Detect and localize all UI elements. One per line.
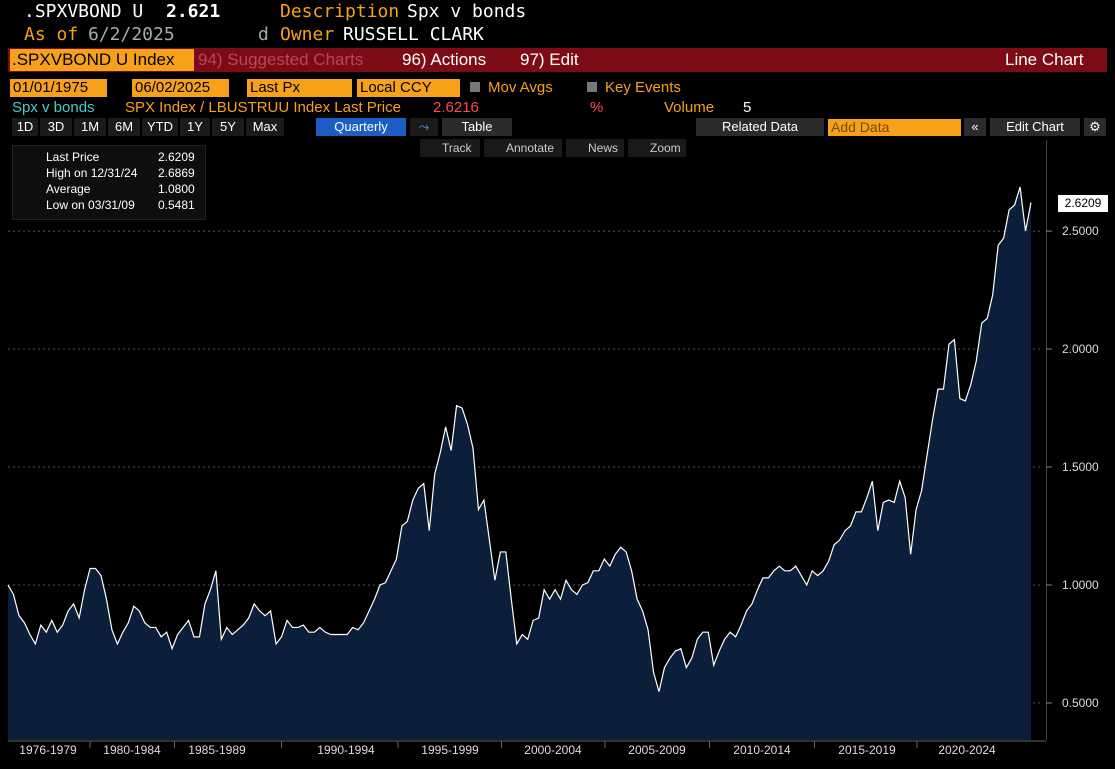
stat-value: 2.6869 (158, 166, 195, 180)
x-tick-label: 2010-2014 (733, 743, 791, 757)
period-button[interactable]: 5Y (212, 118, 244, 136)
period-button[interactable]: YTD (142, 118, 178, 136)
stat-label: Average (46, 182, 91, 196)
x-tick-label: 2015-2019 (838, 743, 896, 757)
desc-label: Description (280, 1, 400, 22)
tool-button[interactable]: Annotate (484, 139, 562, 157)
stat-value: 2.6209 (158, 150, 195, 164)
area (8, 186, 1031, 741)
line (7, 186, 1032, 692)
edit[interactable]: 97) Edit (520, 50, 579, 69)
stats-box (12, 145, 206, 220)
x-tick-label: 1985-1989 (188, 743, 246, 757)
x-tick-label: 2005-2009 (628, 743, 686, 757)
y-tick-label: 1.0000 (1062, 578, 1099, 592)
mov-avgs[interactable]: Mov Avgs (488, 79, 553, 96)
legend-last: 2.6216 (433, 99, 479, 116)
x-tick-label: 2000-2004 (524, 743, 582, 757)
y-tick-label: 2.5000 (1062, 224, 1099, 238)
actions[interactable]: 96) Actions (402, 50, 487, 69)
settings[interactable]: ⚙ (1084, 118, 1106, 136)
period-button[interactable]: 1D (12, 118, 38, 136)
checkbox[interactable] (587, 82, 597, 92)
stat-label: Low on 03/31/09 (46, 198, 135, 212)
chart-icon[interactable]: ⤳ (410, 118, 438, 136)
related-data[interactable]: Related Data (696, 118, 824, 136)
desc: Spx v bonds (407, 1, 527, 22)
field[interactable]: Last Px (247, 79, 352, 97)
chart-type: Line Chart (1005, 50, 1084, 69)
legend-desc: SPX Index / LBUSTRUU Index Last Price (125, 99, 401, 116)
x-tick-label: 1990-1994 (317, 743, 375, 757)
plot-frame (1046, 140, 1047, 740)
stat-label: High on 12/31/24 (46, 166, 138, 180)
flag: d (258, 24, 269, 45)
period-button[interactable]: 3D (40, 118, 72, 136)
currency[interactable]: Local CCY (357, 79, 460, 97)
period-button[interactable]: 1M (74, 118, 106, 136)
period-button[interactable]: Max (246, 118, 284, 136)
legend-pct: % (590, 99, 604, 116)
security[interactable]: .SPXVBOND U Index (10, 49, 194, 71)
period-button[interactable]: 6M (108, 118, 140, 136)
y-tick-label: 2.0000 (1062, 342, 1099, 356)
price: 2.621 (166, 1, 221, 22)
checkbox[interactable] (470, 82, 480, 92)
add-data[interactable]: Add Data (828, 119, 961, 136)
stat-value: 0.5481 (158, 198, 195, 212)
asof-label: As of (24, 24, 79, 45)
edit-chart[interactable]: Edit Chart (990, 118, 1080, 136)
x-tick-label: 1976-1979 (19, 743, 77, 757)
y-tick-label: 1.5000 (1062, 460, 1099, 474)
stat-value: 1.0800 (158, 182, 195, 196)
x-tick-label: 1995-1999 (421, 743, 479, 757)
table[interactable]: Table (442, 118, 512, 136)
start-date[interactable]: 01/01/1975 (10, 79, 107, 97)
tool-button[interactable]: Track (420, 139, 480, 157)
key-events[interactable]: Key Events (605, 79, 681, 96)
tool-button[interactable]: Zoom (628, 139, 686, 157)
owner-label: Owner (280, 24, 335, 45)
last-value-label: 2.6209 (1058, 195, 1108, 212)
legend-name: Spx v bonds (12, 99, 95, 116)
volume: 5 (743, 99, 752, 116)
volume-label: Volume (664, 99, 715, 116)
frequency[interactable]: Quarterly (316, 118, 406, 136)
ticker: .SPXVBOND U (24, 1, 144, 22)
owner: RUSSELL CLARK (343, 24, 484, 45)
collapse[interactable]: « (964, 118, 986, 136)
asof: 6/2/2025 (88, 24, 175, 45)
tool-button[interactable]: News (566, 139, 624, 157)
stat-label: Last Price (46, 150, 100, 164)
end-date[interactable]: 06/02/2025 (132, 79, 229, 97)
x-tick-label: 2020-2024 (938, 743, 996, 757)
y-tick-label: 0.5000 (1062, 696, 1099, 710)
period-button[interactable]: 1Y (180, 118, 210, 136)
suggested-charts[interactable]: 94) Suggested Charts (198, 50, 364, 69)
x-tick-label: 1980-1984 (103, 743, 161, 757)
